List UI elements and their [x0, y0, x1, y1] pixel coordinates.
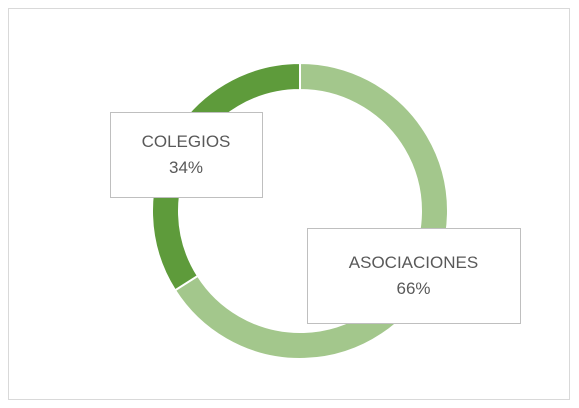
data-label-value: 66%: [396, 279, 430, 298]
data-label-box: [307, 228, 521, 324]
data-label-name: ASOCIACIONES: [349, 253, 478, 272]
data-label-value: 34%: [169, 158, 203, 177]
data-label-box: [110, 112, 263, 198]
donut-segment: [173, 61, 449, 360]
data-label-name: COLEGIOS: [142, 132, 231, 151]
